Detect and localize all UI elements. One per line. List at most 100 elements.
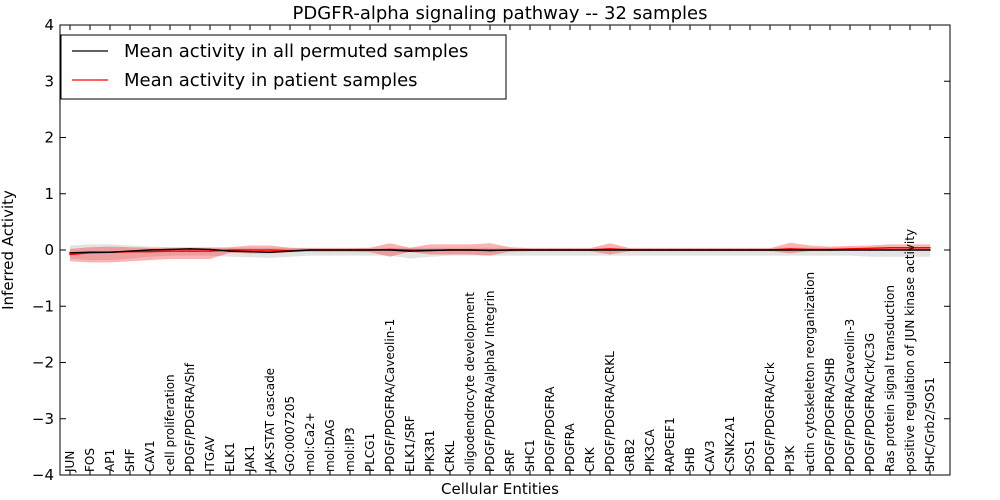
x-tick-label: PDGF/PDGFRA <box>543 386 557 472</box>
point-permuted <box>69 252 71 254</box>
point-permuted <box>469 249 471 251</box>
point-patient <box>249 249 251 251</box>
axes: 4 3 2 1 0 −1 −2 −3 −4 JUN FOS AP1 SHF CAV1 cell prolif… <box>32 16 950 484</box>
point-patient <box>209 250 211 252</box>
point-permuted <box>289 250 291 252</box>
x-tick-label: PIK3R1 <box>423 430 437 472</box>
point-patient <box>269 249 271 251</box>
point-patient <box>789 248 791 250</box>
point-permuted <box>709 249 711 251</box>
point-patient <box>909 246 911 249</box>
point-permuted <box>409 250 411 252</box>
point-permuted <box>489 249 491 252</box>
point-permuted <box>529 249 531 251</box>
x-tick-label: RAPGEF1 <box>663 417 677 472</box>
y-tick-label: −2 <box>32 354 54 372</box>
point-permuted <box>689 249 691 251</box>
x-tick-label: AP1 <box>103 449 117 472</box>
x-tick-label: FOS <box>83 448 97 472</box>
point-permuted <box>569 249 571 251</box>
line-permuted <box>69 248 930 254</box>
point-permuted <box>749 249 751 251</box>
y-tick-label: −4 <box>32 466 54 484</box>
x-tick-label: PDGF/PDGFRA/Caveolin-3 <box>843 319 857 472</box>
point-permuted <box>89 251 91 254</box>
chart-title: PDGFR-alpha signaling pathway -- 32 samp… <box>293 3 708 24</box>
x-tick-label: JAK1 <box>243 445 257 473</box>
x-tick-label: positive regulation of JUN kinase activi… <box>903 229 917 472</box>
x-tick-label: oligodendrocyte development <box>463 292 477 472</box>
x-tick-label: PDGF/PDGFRA/Crk <box>763 362 777 472</box>
point-permuted <box>589 249 591 251</box>
x-tick-label: cell proliferation <box>163 374 177 472</box>
point-permuted <box>509 249 511 251</box>
x-tick-label: PIK3CA <box>643 428 657 472</box>
point-permuted <box>249 250 251 253</box>
x-tick-label: ELK1 <box>223 442 237 472</box>
y-tick-label: 3 <box>44 72 54 90</box>
point-patient <box>169 250 171 252</box>
point-permuted <box>269 251 271 254</box>
x-tick-label: PDGF/PDGFRA/SHB <box>823 358 837 472</box>
point-permuted <box>869 249 871 251</box>
plot-frame <box>59 24 951 476</box>
x-tick-label: CRKL <box>443 440 457 472</box>
point-permuted <box>189 248 191 250</box>
plot-area <box>69 242 931 263</box>
x-tick-label: CAV1 <box>143 440 157 472</box>
point-patient <box>69 253 71 256</box>
point-permuted <box>129 250 131 252</box>
x-tick-label: PDGF/PDGFRA/CRKL <box>603 351 617 472</box>
x-tick-label: actin cytoskeleton reorganization <box>803 272 817 472</box>
legend: Mean activity in all permuted samples Me… <box>60 34 507 100</box>
x-tick-label: SHB <box>683 447 697 472</box>
y-tick-label: −1 <box>32 297 54 315</box>
point-permuted <box>889 249 891 251</box>
point-patient <box>889 246 891 249</box>
point-permuted <box>209 248 211 251</box>
point-permuted <box>429 249 431 252</box>
point-patient <box>149 250 151 253</box>
x-tick-label: JUN <box>63 451 77 473</box>
x-tick-label: SHF <box>123 448 137 472</box>
legend-box <box>60 34 507 100</box>
point-permuted <box>229 250 231 252</box>
x-tick-label: PDGFRA <box>563 422 577 472</box>
point-permuted <box>629 249 631 251</box>
point-patient <box>869 247 871 250</box>
x-tick-label: ITGAV <box>203 435 217 472</box>
point-permuted <box>349 249 351 251</box>
x-tick-label: PDGF/PDGFRA/alphaV Integrin <box>483 290 497 472</box>
point-permuted <box>789 249 791 251</box>
x-tick-label: SHC/Grb2/SOS1 <box>923 377 937 472</box>
y-tick-label: 0 <box>44 241 54 259</box>
point-permuted <box>909 249 911 251</box>
point-permuted <box>449 249 451 251</box>
x-tick-label: CSNK2A1 <box>723 416 737 472</box>
x-tick-label: SOS1 <box>743 440 757 472</box>
y-tick-label: 1 <box>44 185 54 203</box>
point-permuted <box>169 248 171 251</box>
x-tick-label: PLCG1 <box>363 433 377 472</box>
point-permuted <box>329 249 331 251</box>
point-permuted <box>769 249 771 251</box>
x-tick-label: mol:Ca2+ <box>303 412 317 472</box>
point-patient <box>609 248 611 250</box>
y-tick-label: −3 <box>32 410 54 428</box>
y-tick-label: 2 <box>44 129 54 147</box>
x-tick-label: GO:0007205 <box>283 396 297 472</box>
point-permuted <box>729 249 731 251</box>
x-tick-label: JAK-STAT cascade <box>263 368 277 473</box>
legend-label-permuted: Mean activity in all permuted samples <box>124 41 468 62</box>
point-permuted <box>369 249 371 251</box>
point-permuted <box>649 249 651 251</box>
y-axis-label: Inferred Activity <box>0 190 17 310</box>
point-patient <box>929 246 931 249</box>
point-permuted <box>309 249 311 251</box>
point-patient <box>849 248 851 250</box>
point-permuted <box>829 249 831 251</box>
point-permuted <box>109 251 111 254</box>
legend-label-patient: Mean activity in patient samples <box>124 70 418 91</box>
band-patient <box>70 242 930 263</box>
x-tick-label: mol:IP3 <box>343 427 357 472</box>
